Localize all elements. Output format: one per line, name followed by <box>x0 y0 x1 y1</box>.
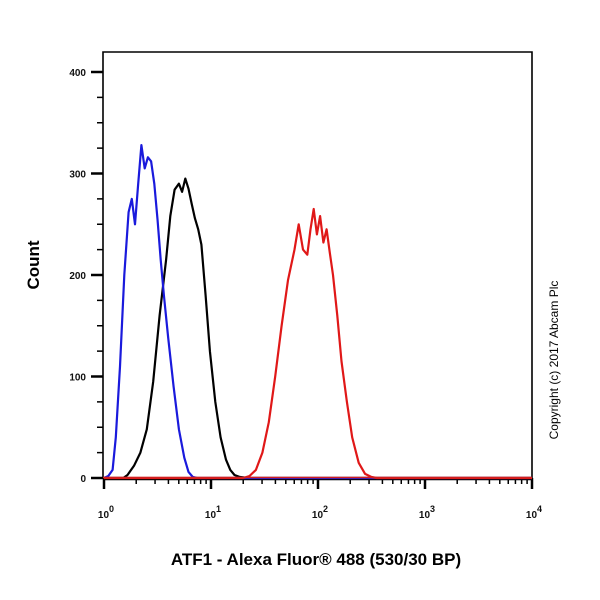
y-tick-label: 300 <box>69 170 86 181</box>
y-tick-label: 100 <box>69 373 86 384</box>
x-tick-label: 100 <box>98 504 114 521</box>
x-tick-label: 103 <box>419 504 435 521</box>
x-tick-label: 101 <box>205 504 221 521</box>
histogram-red-line <box>104 207 532 480</box>
y-axis: 0 100 200 300 400 <box>69 68 103 485</box>
y-axis-title: Count <box>24 240 43 289</box>
x-tick-label: 104 <box>526 504 542 521</box>
x-tick-label: 102 <box>312 504 328 521</box>
y-tick-label: 200 <box>69 271 86 282</box>
y-tick-label: 400 <box>69 68 86 79</box>
y-tick-label: 0 <box>80 474 86 485</box>
x-axis: 100 101 102 103 104 <box>98 477 542 521</box>
copyright-notice: Copyright (c) 2017 Abcam Plc <box>547 281 561 440</box>
histogram-series <box>103 144 532 480</box>
histogram-black-line <box>104 177 532 480</box>
histogram-blue-line <box>103 144 532 480</box>
x-axis-title: ATF1 - Alexa Fluor® 488 (530/30 BP) <box>171 550 461 569</box>
plot-border <box>102 51 533 478</box>
plot-frame <box>102 51 533 478</box>
